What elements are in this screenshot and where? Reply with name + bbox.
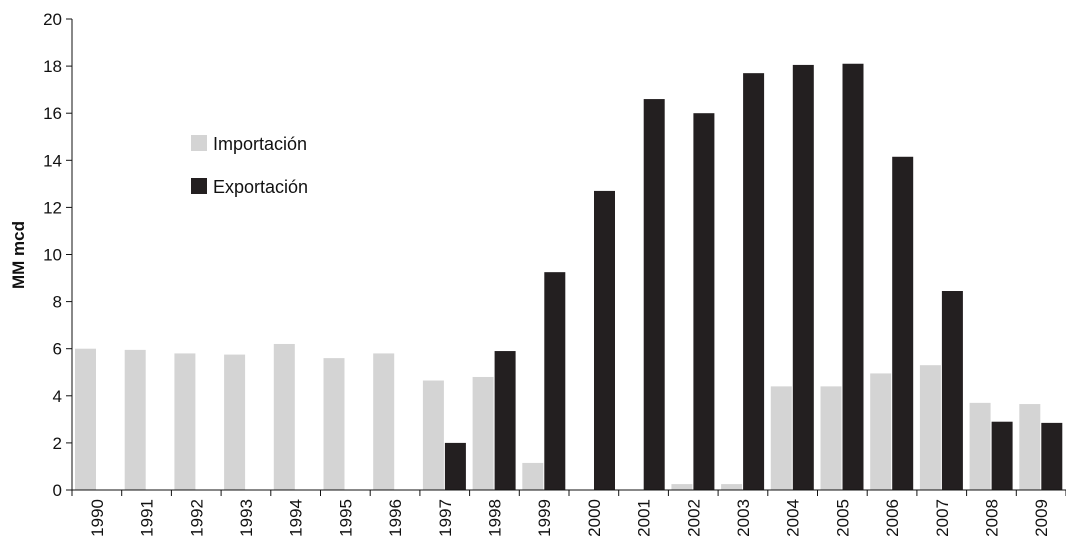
bar-importacion-1994 bbox=[273, 343, 295, 490]
bar-importacion-2007 bbox=[919, 365, 941, 490]
y-tick-label-20: 20 bbox=[43, 10, 62, 29]
x-tick-label-1996: 1996 bbox=[386, 499, 405, 537]
bar-exportacion-2001 bbox=[643, 99, 665, 490]
x-tick-label-2005: 2005 bbox=[833, 499, 852, 537]
x-tick-label-1994: 1994 bbox=[287, 499, 306, 537]
bar-importacion-1995 bbox=[323, 358, 345, 490]
x-tick-label-2000: 2000 bbox=[585, 499, 604, 537]
x-tick-label-2008: 2008 bbox=[982, 499, 1001, 537]
bar-importacion-1996 bbox=[373, 353, 395, 490]
x-tick-label-2009: 2009 bbox=[1032, 499, 1051, 537]
bar-importacion-1992 bbox=[174, 353, 196, 490]
legend-item-importacion: Importación bbox=[191, 134, 307, 154]
y-tick-label-6: 6 bbox=[53, 340, 62, 359]
x-tick-label-1991: 1991 bbox=[138, 499, 157, 537]
y-tick-label-0: 0 bbox=[53, 481, 62, 500]
bar-exportacion-2009 bbox=[1041, 422, 1063, 490]
y-tick-label-18: 18 bbox=[43, 57, 62, 76]
bar-exportacion-2003 bbox=[743, 73, 765, 490]
x-tick-label-2003: 2003 bbox=[734, 499, 753, 537]
x-tick-label-1997: 1997 bbox=[436, 499, 455, 537]
bar-importacion-1997 bbox=[422, 380, 444, 490]
bar-importacion-2004 bbox=[770, 386, 792, 490]
y-tick-label-14: 14 bbox=[43, 151, 62, 170]
bar-exportacion-1997 bbox=[444, 442, 466, 490]
x-tick-label-2006: 2006 bbox=[883, 499, 902, 537]
bar-importacion-1993 bbox=[224, 354, 246, 490]
plot-area: 0 2 4 6 8 10 12 14 16 18 20 1990 1991 1992 1993 1994 199… bbox=[43, 10, 1066, 537]
x-tick-label-2007: 2007 bbox=[933, 499, 952, 537]
x-tick-label-1999: 1999 bbox=[535, 499, 554, 537]
bar-importacion-2009 bbox=[1019, 404, 1041, 490]
bar-exportacion-2000 bbox=[594, 190, 615, 491]
y-tick-label-12: 12 bbox=[43, 198, 62, 217]
legend-label-importacion: Importación bbox=[213, 134, 307, 154]
y-tick-label-16: 16 bbox=[43, 104, 62, 123]
x-tick-label-2001: 2001 bbox=[635, 499, 654, 537]
x-tick-label-2002: 2002 bbox=[684, 499, 703, 537]
x-tick-label-1992: 1992 bbox=[187, 499, 206, 537]
bar-importacion-2008 bbox=[969, 402, 991, 490]
legend-swatch-exportacion bbox=[191, 178, 207, 194]
legend-item-exportacion: Exportación bbox=[191, 177, 308, 197]
bar-exportacion-2004 bbox=[792, 64, 814, 491]
y-axis-label: MM mcd bbox=[9, 221, 28, 289]
bar-importacion-2006 bbox=[870, 373, 892, 490]
bar-importacion-2005 bbox=[820, 386, 842, 490]
y-tick-label-2: 2 bbox=[53, 434, 62, 453]
y-tick-label-10: 10 bbox=[43, 246, 62, 265]
x-tick-label-1998: 1998 bbox=[485, 499, 504, 537]
bar-exportacion-2007 bbox=[941, 291, 963, 490]
bar-importacion-1990 bbox=[75, 348, 96, 490]
bar-exportacion-1998 bbox=[494, 351, 516, 490]
bar-exportacion-2005 bbox=[842, 63, 864, 491]
bar-importacion-2003 bbox=[721, 484, 743, 490]
legend: Importación Exportación bbox=[191, 134, 308, 197]
bar-exportacion-2002 bbox=[693, 113, 715, 490]
bar-importacion-1991 bbox=[124, 349, 146, 490]
bar-importacion-1998 bbox=[472, 376, 494, 490]
y-tick-label-8: 8 bbox=[53, 293, 62, 312]
bar-exportacion-1999 bbox=[544, 272, 566, 490]
bar-exportacion-2008 bbox=[991, 421, 1013, 490]
x-tick-label-1993: 1993 bbox=[237, 499, 256, 537]
bar-importacion-1999 bbox=[522, 462, 544, 490]
x-tick-label-2004: 2004 bbox=[784, 499, 803, 537]
legend-swatch-importacion bbox=[191, 135, 207, 151]
x-tick-label-1995: 1995 bbox=[336, 499, 355, 537]
bar-exportacion-2006 bbox=[892, 156, 914, 490]
legend-label-exportacion: Exportación bbox=[213, 177, 308, 197]
x-tick-label-1990: 1990 bbox=[88, 499, 107, 537]
y-tick-label-4: 4 bbox=[53, 387, 62, 406]
bar-importacion-2002 bbox=[671, 484, 693, 490]
